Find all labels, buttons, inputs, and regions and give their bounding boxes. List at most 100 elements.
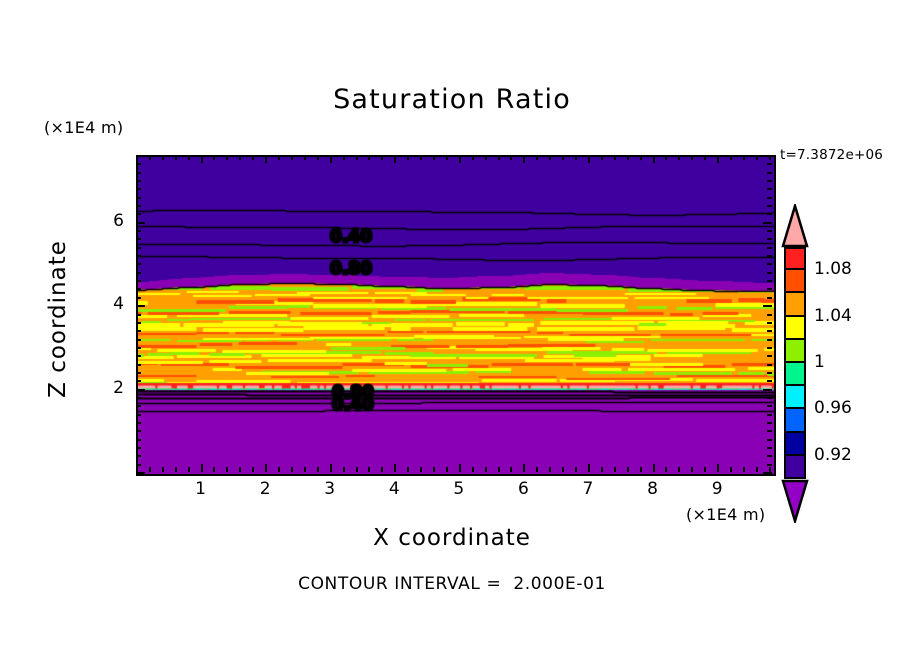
- x-tick: [717, 464, 720, 472]
- x-tick: [316, 467, 319, 472]
- y-tick: [767, 313, 772, 316]
- colorbar-band: [784, 247, 806, 271]
- x-tick: [678, 155, 681, 160]
- x-tick: [484, 467, 487, 472]
- x-axis-unit-label: (×1E4 m): [686, 505, 766, 524]
- y-tick: [136, 155, 141, 157]
- x-tick: [742, 155, 745, 160]
- x-tick: [510, 155, 513, 160]
- y-tick: [136, 196, 141, 199]
- x-tick: [510, 467, 513, 472]
- x-tick-label: 6: [517, 479, 529, 499]
- x-tick: [265, 464, 268, 472]
- x-tick: [704, 155, 707, 160]
- x-tick: [148, 155, 151, 160]
- x-tick: [394, 464, 397, 472]
- y-tick: [767, 421, 772, 424]
- x-tick: [562, 467, 565, 472]
- x-tick-label: 3: [324, 479, 336, 499]
- x-tick: [433, 155, 435, 160]
- x-tick: [265, 155, 268, 163]
- colorbar-tick-label: 1.08: [814, 259, 852, 280]
- y-tick: [767, 330, 772, 333]
- y-tick: [767, 155, 772, 157]
- x-tick: [587, 155, 590, 163]
- y-tick: [763, 472, 772, 474]
- y-axis-unit-label: (×1E4 m): [44, 118, 124, 137]
- colorbar-bottom-cap-icon: [781, 479, 809, 523]
- x-tick: [691, 467, 694, 472]
- colorbar-band: [784, 386, 806, 410]
- plot-area: [136, 155, 776, 476]
- y-tick: [136, 205, 141, 208]
- x-tick: [497, 155, 500, 160]
- y-tick: [767, 321, 772, 324]
- y-tick: [136, 405, 141, 408]
- y-tick: [136, 221, 145, 224]
- y-tick: [136, 271, 141, 274]
- y-tick: [136, 255, 141, 258]
- x-axis-title: X coordinate: [373, 525, 531, 551]
- x-tick: [613, 467, 616, 472]
- x-tick: [575, 155, 578, 160]
- y-tick: [763, 388, 772, 391]
- y-tick: [767, 338, 772, 341]
- colorbar-band: [784, 455, 806, 479]
- y-tick: [767, 346, 772, 349]
- y-tick: [136, 363, 141, 366]
- y-tick: [136, 246, 141, 249]
- x-tick-label: 5: [453, 479, 465, 499]
- x-tick: [342, 467, 345, 472]
- x-tick-label: 7: [582, 479, 594, 499]
- x-tick: [368, 155, 371, 160]
- x-tick: [730, 155, 733, 160]
- x-tick: [239, 155, 242, 160]
- y-tick: [136, 413, 141, 416]
- x-tick-label: 9: [711, 479, 723, 499]
- y-tick: [136, 355, 141, 358]
- contour-field-canvas: [138, 157, 774, 474]
- y-tick: [136, 463, 141, 466]
- x-tick: [136, 464, 138, 472]
- x-tick: [755, 155, 758, 160]
- x-tick: [549, 155, 552, 160]
- x-tick: [613, 155, 616, 160]
- y-tick: [767, 363, 772, 366]
- y-tick: [136, 430, 141, 433]
- x-tick: [252, 467, 255, 472]
- y-tick: [136, 338, 141, 341]
- y-tick: [767, 438, 772, 441]
- x-tick: [536, 155, 539, 160]
- colorbar-band: [784, 339, 806, 363]
- x-tick: [471, 467, 474, 472]
- x-tick: [639, 467, 642, 472]
- colorbar-band: [784, 363, 806, 387]
- x-tick: [420, 467, 423, 472]
- y-tick: [767, 255, 772, 258]
- x-tick: [562, 155, 565, 160]
- x-tick-label: 1: [195, 479, 206, 499]
- y-tick: [136, 446, 141, 449]
- y-tick: [767, 188, 772, 191]
- x-tick: [626, 467, 629, 472]
- x-tick: [252, 155, 255, 160]
- y-tick: [767, 263, 772, 266]
- x-tick: [691, 155, 694, 160]
- x-tick: [187, 467, 190, 472]
- x-tick: [458, 155, 461, 163]
- x-tick: [665, 155, 668, 160]
- y-tick: [767, 446, 772, 449]
- colorbar-band: [784, 316, 806, 340]
- x-tick: [316, 155, 319, 160]
- y-tick: [767, 405, 772, 408]
- y-tick: [767, 430, 772, 433]
- y-tick: [136, 371, 141, 374]
- x-tick: [239, 467, 242, 472]
- y-tick: [767, 196, 772, 199]
- x-tick: [600, 155, 603, 160]
- x-tick: [200, 155, 203, 163]
- y-tick: [767, 280, 772, 283]
- x-tick: [355, 155, 358, 160]
- x-tick: [342, 155, 345, 160]
